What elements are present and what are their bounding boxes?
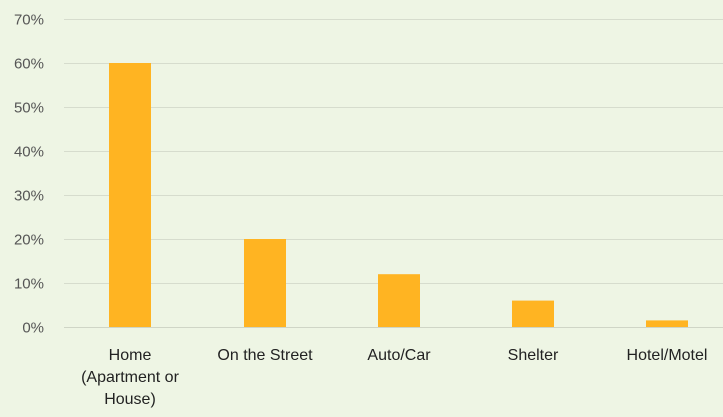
bar xyxy=(646,320,688,327)
x-category-label: Shelter xyxy=(508,347,559,364)
x-category-label: Hotel/Motel xyxy=(627,347,708,364)
bars xyxy=(109,63,688,327)
y-axis-tick-labels: 0% 10% 20% 30% 40% 50% 60% 70% xyxy=(14,12,44,337)
y-tick-label: 60% xyxy=(14,56,44,73)
x-category-label: Home (Apartment or House) xyxy=(81,347,179,408)
y-tick-label: 40% xyxy=(14,144,44,161)
gridlines xyxy=(64,19,723,328)
bar xyxy=(378,274,420,327)
y-tick-label: 50% xyxy=(14,100,44,117)
x-category-label: Auto/Car xyxy=(367,347,431,364)
y-tick-label: 0% xyxy=(22,320,44,337)
x-axis-category-labels: Home (Apartment or House) On the Street Auto… xyxy=(81,347,707,408)
x-category-label: On the Street xyxy=(217,347,313,364)
bar xyxy=(109,63,151,327)
y-tick-label: 30% xyxy=(14,188,44,205)
bar xyxy=(244,239,286,327)
y-tick-label: 10% xyxy=(14,276,44,293)
y-tick-label: 20% xyxy=(14,232,44,249)
y-tick-label: 70% xyxy=(14,12,44,29)
bar xyxy=(512,300,554,327)
